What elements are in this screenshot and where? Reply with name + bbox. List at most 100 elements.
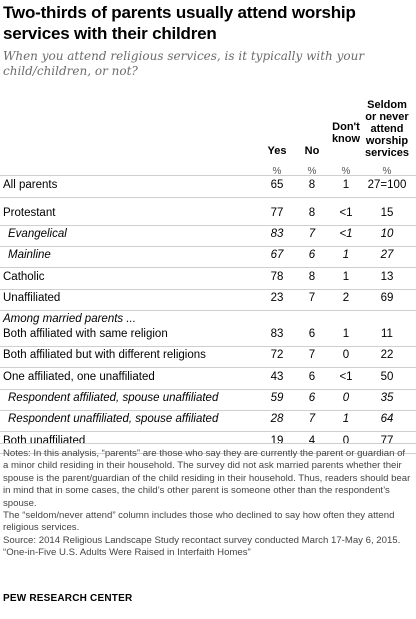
row-label: Mainline — [8, 249, 51, 261]
unit-label: % — [382, 166, 392, 177]
table-cell: 59 — [270, 392, 284, 404]
row-divider — [0, 225, 416, 226]
column-header: Seldom or never attend worship services — [364, 99, 410, 159]
table-cell: 6 — [308, 371, 316, 383]
unit-label: % — [307, 166, 317, 177]
table-cell: 7 — [308, 349, 316, 361]
table-cell: 6 — [308, 328, 316, 340]
table-row: Mainline 67 6 1 27 — [0, 246, 416, 268]
row-label: Both affiliated but with different relig… — [3, 349, 206, 361]
row-divider — [0, 431, 416, 432]
table-cell: 67 — [270, 249, 284, 261]
row-divider — [0, 410, 416, 411]
report-title-text: “One-in-Five U.S. Adults Were Raised in … — [3, 547, 251, 559]
table-cell: 1 — [342, 328, 350, 340]
chart-title: Two-thirds of parents usually attend wor… — [3, 3, 356, 43]
row-label: All parents — [3, 179, 58, 191]
table-cell: 19 — [270, 435, 284, 447]
unit-label: % — [341, 166, 351, 177]
table-cell: 7 — [308, 228, 316, 240]
table-row: Both unaffiliated 19 4 0 77 — [0, 432, 416, 454]
table-row: Respondent unaffiliated, spouse affiliat… — [0, 410, 416, 432]
table-cell: 72 — [270, 349, 284, 361]
table-row: Evangelical 83 7 <1 10 — [0, 225, 416, 247]
row-label: Protestant — [3, 207, 56, 219]
table-cell: 83 — [270, 228, 284, 240]
table-cell: <1 — [339, 371, 353, 383]
row-divider — [0, 346, 416, 347]
source-text: Source: 2014 Religious Landscape Study r… — [3, 534, 401, 546]
section-divider — [0, 443, 416, 444]
table-cell: 7 — [308, 413, 316, 425]
table-cell: 35 — [380, 392, 394, 404]
table-cell: 10 — [380, 228, 394, 240]
column-header: Don't know — [331, 121, 361, 145]
table-cell: 6 — [308, 249, 316, 261]
row-label: Evangelical — [8, 228, 67, 240]
table-cell: 64 — [380, 413, 394, 425]
table-row: Respondent affiliated, spouse unaffiliat… — [0, 389, 416, 411]
table-cell: 27 — [380, 249, 394, 261]
table-cell: 77 — [380, 435, 394, 447]
table-cell: 0 — [342, 349, 350, 361]
table-cell: 28 — [270, 413, 284, 425]
table-cell: 22 — [380, 349, 394, 361]
column-header: Yes — [267, 145, 287, 157]
row-divider — [0, 246, 416, 247]
table-row: Catholic 78 8 1 13 — [0, 268, 416, 290]
section-label: Among married parents ... — [3, 313, 136, 325]
chart-subtitle: When you attend religious services, is i… — [3, 49, 365, 78]
table-cell: 8 — [308, 271, 316, 283]
row-divider — [0, 289, 416, 290]
unit-label: % — [272, 166, 282, 177]
column-header: No — [304, 145, 320, 157]
table-cell: 0 — [342, 392, 350, 404]
row-divider — [0, 197, 416, 198]
table-row: Both affiliated but with different relig… — [0, 346, 416, 368]
table-cell: 8 — [308, 207, 316, 219]
table-cell: 43 — [270, 371, 284, 383]
table-cell: 1 — [342, 179, 350, 191]
table-row: Protestant 77 8 <1 15 — [0, 204, 416, 226]
note-text: Notes: In this analysis, “parents” are t… — [3, 448, 411, 509]
table-cell: 11 — [381, 328, 393, 340]
table-cell: <1 — [339, 228, 353, 240]
table-cell: 65 — [270, 179, 284, 191]
table-row: One affiliated, one unaffiliated 43 6 <1 50 — [0, 368, 416, 390]
table-cell: 7 — [308, 292, 316, 304]
table-cell: 2 — [342, 292, 350, 304]
row-divider — [0, 389, 416, 390]
row-label: Respondent affiliated, spouse unaffiliat… — [8, 392, 219, 404]
table-cell: 13 — [380, 271, 394, 283]
table-cell: 1 — [342, 413, 350, 425]
table-cell: 78 — [270, 271, 284, 283]
table-cell: 27=100 — [367, 179, 407, 191]
table-cell: 23 — [270, 292, 284, 304]
table-cell: 6 — [308, 392, 316, 404]
table-row: Both affiliated with same religion 83 6 1 11 — [0, 325, 416, 347]
table-cell: 0 — [342, 435, 350, 447]
row-divider — [0, 453, 416, 454]
row-label: Respondent unaffiliated, spouse affiliat… — [8, 413, 219, 425]
table-cell: 83 — [270, 328, 284, 340]
row-label: Both affiliated with same religion — [3, 328, 168, 340]
row-label: Both unaffiliated — [3, 435, 86, 447]
table-cell: 1 — [342, 271, 350, 283]
row-divider — [0, 267, 416, 268]
footer-credit: PEW RESEARCH CENTER — [3, 593, 133, 604]
row-divider — [0, 310, 416, 311]
table-cell: 15 — [380, 207, 394, 219]
table-cell: 50 — [380, 371, 394, 383]
table-row: Unaffiliated 23 7 2 69 — [0, 289, 416, 311]
table-row: All parents 65 8 1 27=100 — [0, 176, 416, 198]
table-cell: 69 — [380, 292, 394, 304]
notes: Notes: In this analysis, “parents” are t… — [3, 448, 413, 560]
section-divider — [0, 175, 416, 176]
table-cell: 77 — [270, 207, 284, 219]
table-cell: 4 — [308, 435, 316, 447]
table-cell: 8 — [308, 179, 316, 191]
row-label: Unaffiliated — [3, 292, 61, 304]
note-text: The “seldom/never attend” column include… — [3, 510, 395, 534]
row-label: One affiliated, one unaffiliated — [3, 371, 155, 383]
